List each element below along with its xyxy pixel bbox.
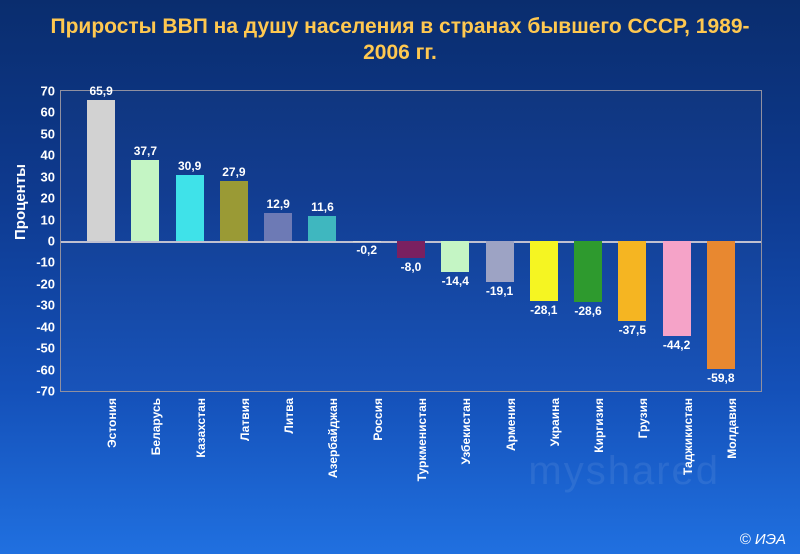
y-axis-label: Проценты [12,164,29,240]
bar [530,241,558,301]
bar-value-label: -14,4 [430,274,480,288]
bar [574,241,602,302]
bar [707,241,735,369]
bar [264,213,292,241]
bar-value-label: -28,6 [563,304,613,318]
x-category-label: Азербайджан [326,398,340,518]
x-category-label: Молдавия [725,398,739,518]
y-tick: -50 [36,341,55,356]
bar-value-label: -37,5 [607,323,657,337]
bar-value-label: -8,0 [386,260,436,274]
y-tick: 40 [41,148,55,163]
bar [486,241,514,282]
x-category-label: Киргизия [592,398,606,518]
bar-value-label: 11,6 [297,200,347,214]
bar [618,241,646,321]
x-category-label: Армения [504,398,518,518]
bar-value-label: 12,9 [253,197,303,211]
bar [663,241,691,336]
x-category-label: Узбекистан [459,398,473,518]
bar [87,100,115,241]
bar-value-label: -44,2 [652,338,702,352]
bar-value-label: -0,2 [342,243,392,257]
y-tick: 0 [48,234,55,249]
x-category-label: Таджикистан [681,398,695,518]
x-category-label: Грузия [636,398,650,518]
bar-value-label: -28,1 [519,303,569,317]
x-category-label: Латвия [238,398,252,518]
chart-plot-area: 706050403020100-10-20-30-40-50-60-7065,9… [60,90,762,392]
y-tick: 70 [41,84,55,99]
y-tick: -10 [36,255,55,270]
x-category-label: Эстония [105,398,119,518]
x-category-label: Казахстан [194,398,208,518]
bar-value-label: 65,9 [76,84,126,98]
bar [220,181,248,241]
y-tick: 50 [41,126,55,141]
copyright: © ИЭА [740,531,786,548]
y-tick: 10 [41,212,55,227]
y-tick: -60 [36,362,55,377]
bar [397,241,425,258]
x-category-label: Россия [371,398,385,518]
y-tick: 30 [41,169,55,184]
bar [441,241,469,272]
y-tick: 60 [41,105,55,120]
bar [176,175,204,241]
bar [131,160,159,241]
bar-value-label: 30,9 [165,159,215,173]
y-tick: -70 [36,384,55,399]
y-tick: -20 [36,276,55,291]
bar-value-label: -19,1 [475,284,525,298]
y-tick: -40 [36,319,55,334]
bar-value-label: -59,8 [696,371,746,385]
bar-value-label: 27,9 [209,165,259,179]
y-tick: 20 [41,191,55,206]
bar [308,216,336,241]
x-category-label: Украина [548,398,562,518]
x-category-label: Туркменистан [415,398,429,518]
chart-title: Приросты ВВП на душу населения в странах… [0,0,800,75]
y-tick: -30 [36,298,55,313]
x-category-label: Беларусь [149,398,163,518]
bar-value-label: 37,7 [120,144,170,158]
x-category-label: Литва [282,398,296,518]
